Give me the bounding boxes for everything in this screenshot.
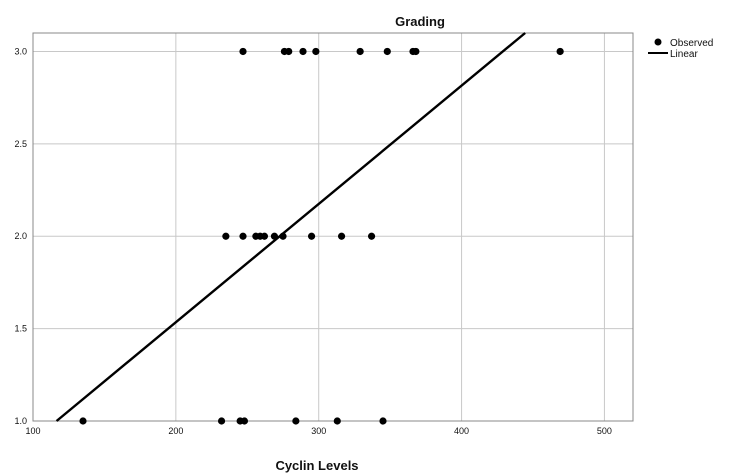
observed-point	[222, 232, 230, 240]
axis-ticks: 100 200 300 400 500 1.0 1.5 2.0 2.5 3.0	[14, 46, 611, 436]
y-tick-label: 2.5	[14, 139, 27, 149]
x-tick-label: 400	[454, 426, 469, 436]
observed-point	[379, 417, 387, 425]
observed-point	[556, 47, 564, 56]
gridlines	[33, 33, 633, 421]
observed-point	[217, 417, 226, 425]
observed-point	[307, 232, 316, 240]
observed-point	[333, 417, 341, 425]
x-axis-label: Cyclin Levels	[275, 458, 358, 473]
y-tick-label: 1.0	[14, 416, 27, 426]
legend-observed-label: Observed	[670, 38, 713, 49]
observed-point	[356, 47, 364, 56]
y-tick-label: 2.0	[14, 231, 27, 241]
observed-point	[239, 232, 247, 240]
x-tick-label: 300	[311, 426, 326, 436]
x-tick-label: 100	[25, 426, 40, 436]
fit-line-layer	[55, 32, 526, 422]
y-tick-label: 1.5	[14, 324, 27, 334]
observed-point	[240, 417, 249, 425]
observed-point	[337, 232, 346, 240]
observed-point	[79, 417, 87, 425]
observed-points-layer	[79, 47, 564, 425]
observed-point	[279, 232, 287, 240]
legend-linear-label: Linear	[670, 49, 698, 60]
chart-title: Grading	[395, 14, 445, 29]
observed-point	[383, 47, 391, 56]
observed-point	[239, 47, 247, 56]
observed-point	[260, 232, 269, 240]
observed-point	[412, 47, 420, 56]
legend-observed-marker	[654, 38, 662, 46]
x-tick-label: 500	[597, 426, 612, 436]
linear-fit-line	[55, 32, 526, 422]
plot-area-frame	[32, 32, 634, 422]
observed-point	[312, 47, 320, 56]
x-tick-label: 200	[168, 426, 183, 436]
observed-point	[270, 232, 279, 240]
observed-point	[285, 47, 293, 56]
observed-point	[292, 417, 300, 425]
y-tick-label: 3.0	[14, 46, 27, 56]
observed-point	[367, 232, 376, 240]
observed-point	[299, 47, 307, 56]
legend: Observed Linear	[648, 38, 713, 60]
